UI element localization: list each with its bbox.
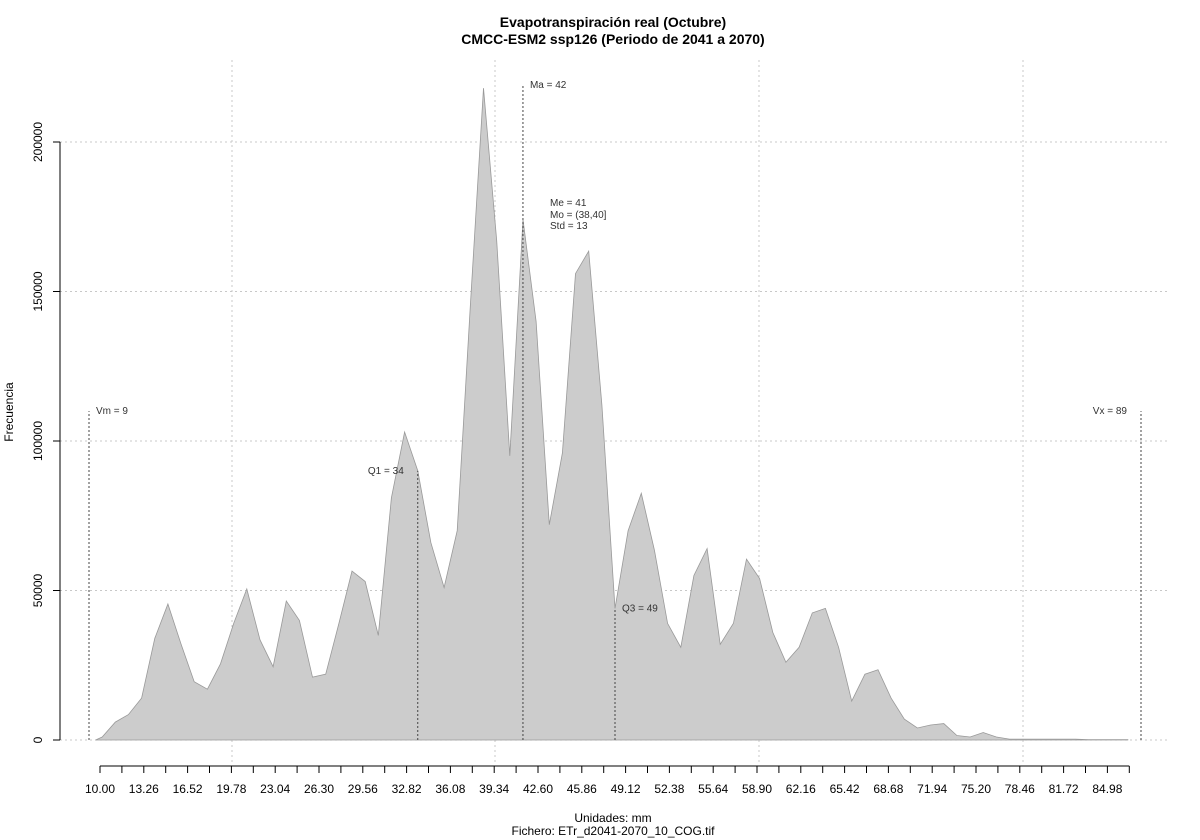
file-label: Fichero: ETr_d2041-2070_10_COG.tif [512,824,716,838]
x-tick-label: 45.86 [567,782,597,796]
x-tick-label: 65.42 [830,782,860,796]
stat-median: Me = 41 [550,198,587,209]
x-tick-label: 68.68 [873,782,903,796]
x-tick-label: 78.46 [1005,782,1035,796]
chart-title: Evapotranspiración real (Octubre) [500,14,726,30]
x-tick-label: 52.38 [654,782,684,796]
marker-label: Q3 = 49 [622,603,658,614]
y-axis-label: Frecuencia [2,382,16,442]
x-tick-label: 58.90 [742,782,772,796]
x-tick-label: 75.20 [961,782,991,796]
frequency-area [95,88,1129,741]
x-tick-label: 19.78 [216,782,246,796]
marker-label: Vx = 89 [1093,406,1128,417]
x-tick-label: 13.26 [129,782,159,796]
marker-label: Ma = 42 [530,80,567,91]
area-series [95,88,1129,741]
x-tick-label: 71.94 [917,782,947,796]
marker-label: Q1 = 34 [368,466,404,477]
y-tick-label: 100000 [31,421,45,461]
stat-std: Std = 13 [550,221,588,232]
x-tick-label: 26.30 [304,782,334,796]
axes: 0 50000 100000 150000 200000 10.00 13.26 16.52 1… [31,122,1130,796]
y-tick-label: 200000 [31,122,45,162]
chart-subtitle: CMCC-ESM2 ssp126 (Periodo de 2041 a 2070… [461,31,764,47]
marker-label: Vm = 9 [96,406,128,417]
y-tick-label: 0 [31,736,45,743]
statistic-markers: Vm = 9 Q1 = 34 Ma = 42 Q3 = 49 Vx = 89 [88,80,1142,740]
y-tick-label: 50000 [31,573,45,607]
x-tick-label: 81.72 [1049,782,1079,796]
y-tick-label: 150000 [31,271,45,311]
x-tick-label: 55.64 [698,782,728,796]
x-tick-label: 10.00 [85,782,115,796]
x-axis-label: Unidades: mm [574,811,651,825]
x-tick-label: 39.34 [479,782,509,796]
x-tick-label: 84.98 [1092,782,1122,796]
x-tick-label: 49.12 [611,782,641,796]
x-tick-label: 16.52 [173,782,203,796]
x-tick-label: 29.56 [348,782,378,796]
x-tick-label: 62.16 [786,782,816,796]
x-tick-label: 42.60 [523,782,553,796]
x-tick-label: 23.04 [260,782,290,796]
stat-mode: Mo = (38,40] [550,210,607,221]
x-tick-label: 32.82 [392,782,422,796]
x-tick-label: 36.08 [435,782,465,796]
